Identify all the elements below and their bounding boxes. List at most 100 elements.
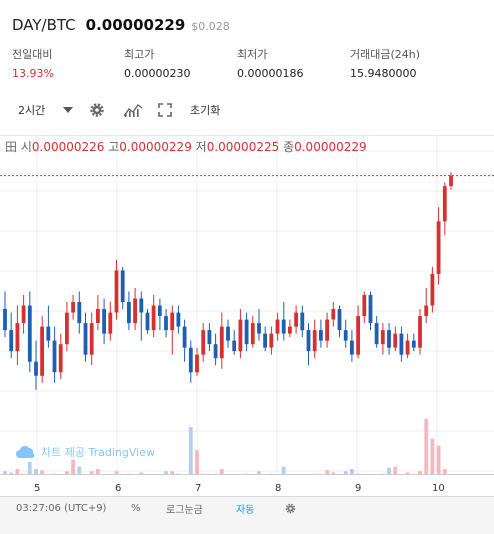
pair-name: DAY/BTC [12, 16, 76, 34]
candle-body [343, 330, 348, 341]
legend-icon: 田 [5, 140, 18, 154]
candle-body [350, 340, 354, 355]
candle-body [207, 330, 212, 345]
percent-scale-button[interactable]: % [131, 502, 141, 514]
candle-body [102, 309, 106, 334]
candle-body [182, 326, 187, 348]
chart-toolbar: 2시간 초기화 [0, 96, 494, 124]
candle-body [195, 354, 199, 373]
candle-body [244, 319, 249, 345]
reset-label: 초기화 [190, 104, 221, 117]
volume-bar [430, 438, 435, 483]
low-value: 0.00000225 [206, 140, 280, 154]
market-header: DAY/BTC 0.00000229 $0.028 전일대비 13.93% 최고… [0, 0, 494, 136]
indicator-chart-icon [123, 104, 143, 117]
candle-body [418, 316, 422, 348]
volume-bar [195, 450, 199, 483]
candle-body [108, 312, 113, 334]
candle-body [9, 330, 14, 352]
candle-body [145, 312, 150, 331]
candle-body [232, 340, 237, 352]
candle-body [71, 302, 75, 313]
volume-bar [71, 459, 75, 483]
candle-body [151, 305, 156, 331]
candle-body [3, 309, 7, 331]
candle-body [399, 333, 404, 355]
candle-body [213, 344, 218, 359]
open-label: 시 [20, 140, 32, 154]
caret-down-icon [63, 107, 74, 113]
clock: 03:27:06 (UTC+9) [16, 502, 107, 514]
candle-body [411, 340, 416, 348]
candle-body [83, 323, 88, 355]
fullscreen-icon [158, 103, 172, 117]
volume-bar [436, 445, 441, 483]
candle-body [27, 305, 32, 362]
open-value: 0.00000226 [31, 140, 105, 154]
candle-body [188, 347, 193, 373]
candle-body [170, 312, 175, 331]
candle-body [325, 319, 329, 341]
indicators-button[interactable] [123, 96, 143, 124]
candle-body [46, 326, 51, 341]
candle-body [374, 323, 379, 345]
candle-body [127, 302, 131, 324]
candle-body [257, 323, 261, 334]
close-value: 0.00000229 [294, 140, 367, 154]
candle-body [21, 305, 26, 324]
stat-label: 전일대비 [12, 48, 53, 61]
high-value: 0.00000229 [119, 140, 192, 154]
auto-scale-button[interactable]: 자동 [236, 504, 255, 516]
stat-value: 13.93% [12, 67, 54, 80]
stat-change: 전일대비 13.93% [12, 46, 54, 80]
candle-body [393, 333, 398, 348]
reset-button[interactable]: 초기화 [190, 96, 220, 124]
stat-high: 최고가 0.00000230 [124, 46, 190, 80]
stat-low: 최저가 0.00000186 [237, 46, 303, 80]
ohlc-legend: 田 시0.00000226 고0.00000229 저0.00000225 종0… [5, 138, 367, 155]
usd-price: $0.028 [191, 20, 230, 33]
high-label: 고 [108, 140, 120, 154]
stat-volume: 거래대금(24h) 15.9480000 [350, 46, 420, 80]
candle-body [65, 312, 69, 345]
interval-select[interactable]: 2시간 [18, 96, 74, 124]
time-axis[interactable]: 5 6 7 8 9 10 [0, 474, 494, 497]
candle-body [250, 323, 255, 345]
price-chart[interactable] [0, 126, 494, 492]
candle-body [288, 326, 292, 334]
fullscreen-button[interactable] [158, 96, 172, 124]
candle-body [139, 298, 144, 313]
tradingview-watermark[interactable]: 차트 제공 TradingView [15, 444, 155, 460]
candle-body [281, 319, 286, 334]
candle-body [331, 309, 336, 320]
last-price: 0.00000229 [85, 16, 186, 34]
candle-body [201, 330, 206, 355]
candle-body [120, 270, 125, 302]
chart-settings-button[interactable] [284, 497, 297, 519]
candle-body [269, 333, 274, 348]
candle-body [164, 316, 168, 331]
candle-body [380, 330, 385, 345]
candle-body [133, 298, 137, 324]
candle-body [226, 326, 230, 341]
volume-bar [188, 427, 193, 483]
stat-label: 최고가 [124, 48, 155, 61]
log-scale-button[interactable]: 로그눈금 [166, 504, 203, 516]
cloud-icon [16, 445, 35, 458]
candle-body [219, 326, 224, 359]
candle-body [263, 333, 267, 348]
stat-value: 0.00000230 [124, 67, 191, 80]
candle-body [15, 323, 20, 352]
candle-body [176, 312, 181, 327]
gear-icon [285, 503, 296, 513]
candle-body [387, 330, 391, 348]
candle-body [40, 326, 44, 376]
candle-body [405, 340, 410, 355]
candle-body [449, 175, 453, 187]
settings-button[interactable] [88, 96, 106, 124]
candle-body [238, 319, 243, 352]
candle-body [306, 330, 311, 352]
candle-body [337, 309, 342, 331]
candle-body [58, 344, 63, 373]
watermark-text: 차트 제공 TradingView [41, 446, 155, 459]
